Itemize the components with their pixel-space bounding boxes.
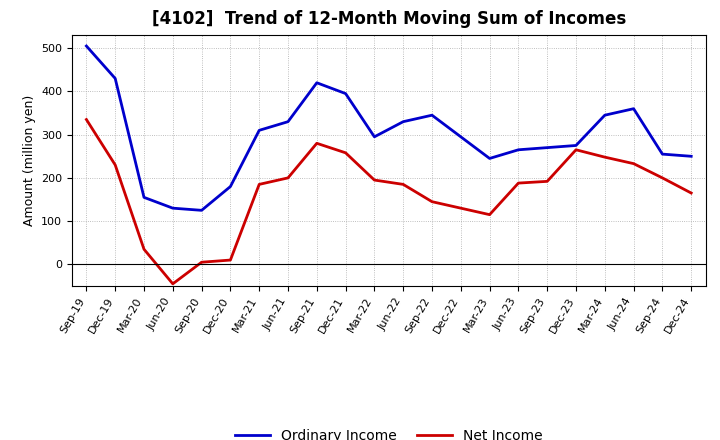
Net Income (197, 260, 206, 265)
Net Income (600, 154, 609, 160)
Ordinary Income (111, 76, 120, 81)
Ordinary Income (168, 205, 177, 211)
Ordinary Income (600, 113, 609, 118)
Net Income (312, 141, 321, 146)
Title: [4102]  Trend of 12-Month Moving Sum of Incomes: [4102] Trend of 12-Month Moving Sum of I… (152, 10, 626, 28)
Net Income (284, 175, 292, 180)
Ordinary Income (629, 106, 638, 111)
Ordinary Income (572, 143, 580, 148)
Net Income (168, 281, 177, 286)
Ordinary Income (370, 134, 379, 139)
Ordinary Income (226, 184, 235, 189)
Net Income (111, 162, 120, 168)
Ordinary Income (485, 156, 494, 161)
Net Income (543, 179, 552, 184)
Ordinary Income (514, 147, 523, 152)
Ordinary Income (687, 154, 696, 159)
Net Income (687, 191, 696, 196)
Net Income (399, 182, 408, 187)
Net Income (629, 161, 638, 166)
Line: Ordinary Income: Ordinary Income (86, 46, 691, 210)
Ordinary Income (140, 195, 148, 200)
Ordinary Income (341, 91, 350, 96)
Ordinary Income (82, 44, 91, 49)
Net Income (485, 212, 494, 217)
Net Income (226, 257, 235, 263)
Ordinary Income (543, 145, 552, 150)
Ordinary Income (284, 119, 292, 125)
Ordinary Income (312, 80, 321, 85)
Net Income (572, 147, 580, 152)
Net Income (255, 182, 264, 187)
Net Income (456, 205, 465, 211)
Line: Net Income: Net Income (86, 120, 691, 284)
Net Income (658, 175, 667, 180)
Net Income (82, 117, 91, 122)
Net Income (370, 177, 379, 183)
Net Income (428, 199, 436, 204)
Ordinary Income (197, 208, 206, 213)
Ordinary Income (399, 119, 408, 125)
Net Income (514, 180, 523, 186)
Ordinary Income (255, 128, 264, 133)
Ordinary Income (428, 113, 436, 118)
Legend: Ordinary Income, Net Income: Ordinary Income, Net Income (229, 423, 549, 440)
Ordinary Income (456, 134, 465, 139)
Net Income (140, 246, 148, 252)
Y-axis label: Amount (million yen): Amount (million yen) (22, 95, 35, 226)
Ordinary Income (658, 151, 667, 157)
Net Income (341, 150, 350, 155)
